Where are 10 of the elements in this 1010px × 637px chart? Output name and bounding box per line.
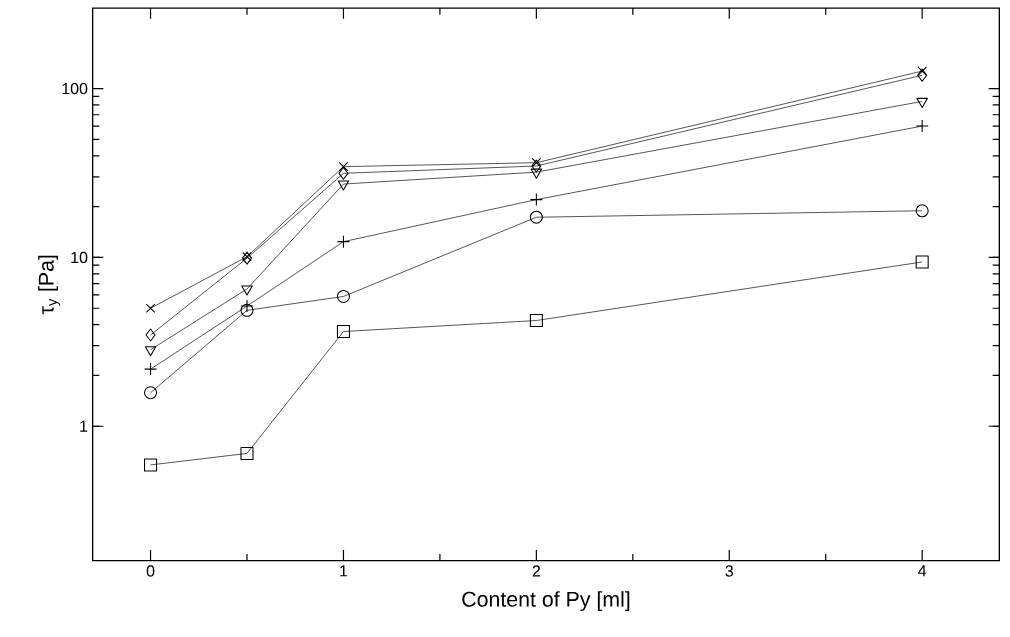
x-tick-label: 3: [725, 565, 734, 577]
x-tick-label: 2: [532, 565, 540, 577]
x-tick-label: 0: [146, 565, 155, 577]
y-tick-label: 1: [80, 420, 88, 432]
y-tick-label: 10: [71, 251, 88, 264]
y-tick-label: 100: [62, 82, 88, 95]
x-axis-title: Content of Py [ml]: [462, 591, 630, 612]
x-tick-label: 4: [918, 565, 927, 577]
y-axis-title: τ$_{y}$ [Pa]: [38, 255, 61, 315]
x-tick-label: 1: [340, 565, 348, 577]
